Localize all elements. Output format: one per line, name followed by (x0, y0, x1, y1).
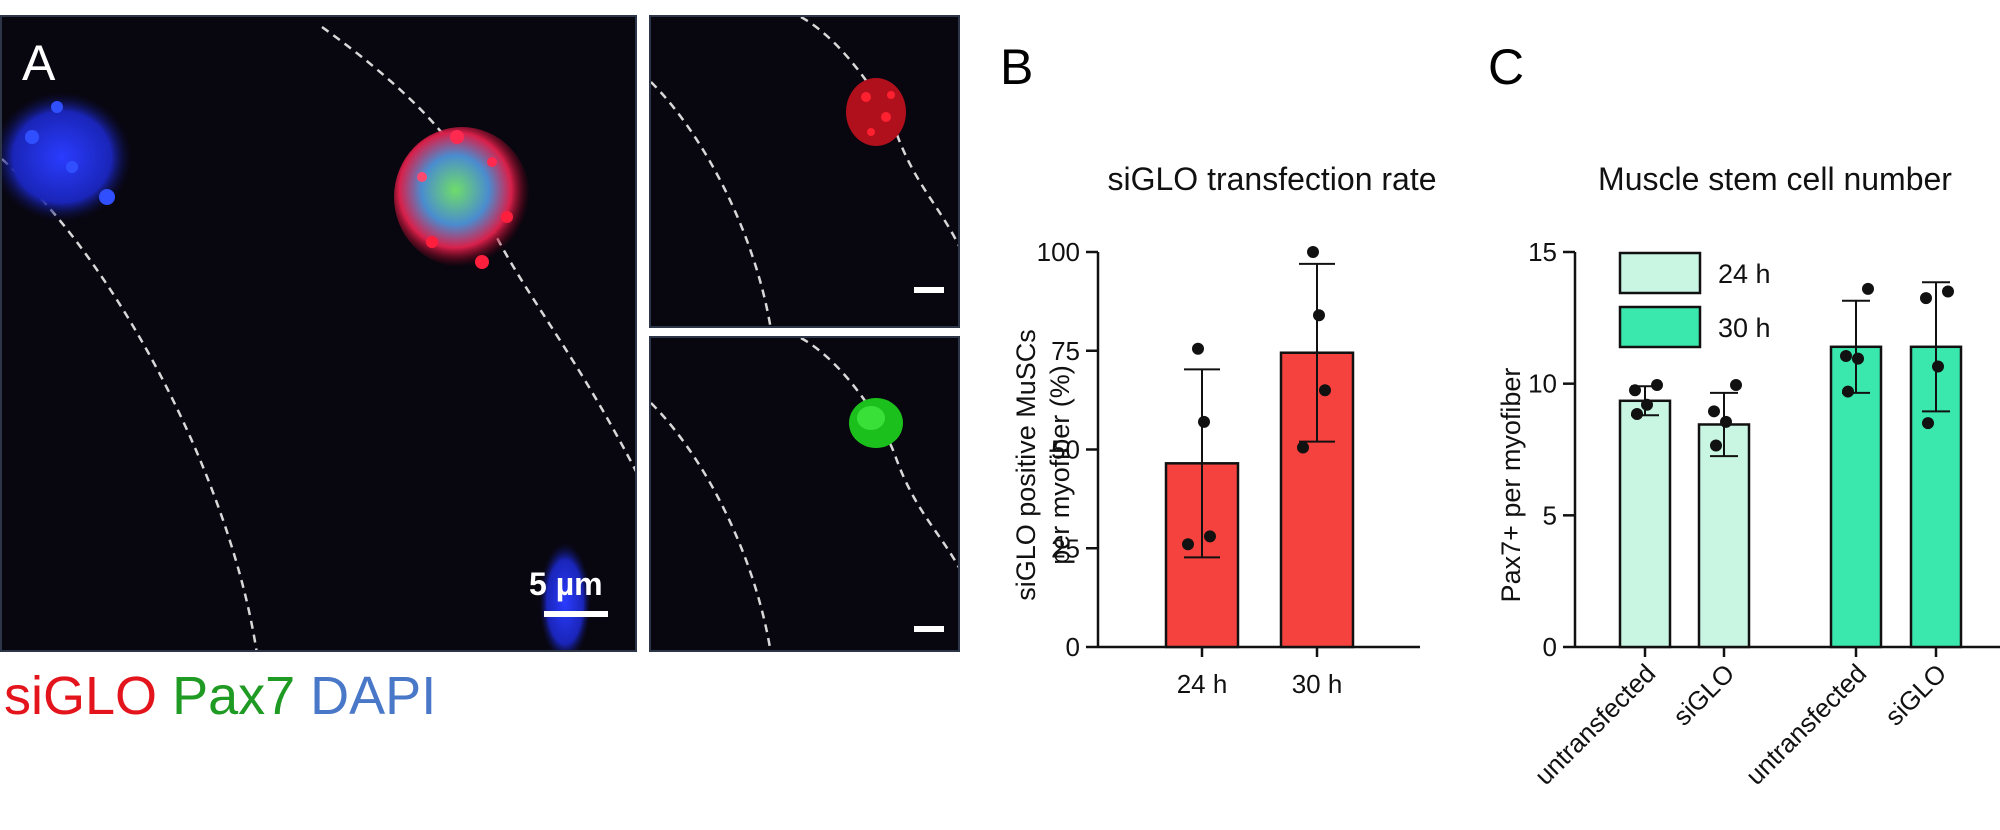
chart-transfection-rate: siGLO transfection rate siGLO positive M… (1011, 161, 1437, 699)
stain-sigo: siGLO (4, 666, 158, 726)
x-tick-label: siGLO (1879, 658, 1952, 731)
data-point (1182, 538, 1194, 551)
data-point (1204, 530, 1216, 543)
bar (1697, 423, 1751, 649)
data-point (1922, 417, 1934, 430)
data-point (1297, 441, 1309, 454)
chart-stem-cell-number: Muscle stem cell number Pax7+ per myofib… (1496, 161, 2000, 791)
legend-label: 30 h (1718, 313, 1771, 343)
micrograph-merged (0, 15, 637, 652)
legend-swatch (1618, 305, 1702, 349)
x-tick-label: 24 h (1177, 669, 1228, 699)
y-tick-label: 10 (1528, 369, 1557, 399)
data-point (1920, 292, 1932, 305)
legend-swatch (1618, 251, 1702, 295)
data-point (1313, 309, 1325, 322)
chart-b-title: siGLO transfection rate (1107, 161, 1436, 197)
x-tick-label: 30 h (1292, 669, 1343, 699)
chart-c-ylabel: Pax7+ per myofiber (1496, 368, 1526, 603)
stain-legend: siGLO Pax7 DAPI (4, 665, 436, 727)
micrograph-merged-image (2, 25, 635, 650)
data-point (1629, 384, 1641, 397)
y-tick-label: 50 (1051, 435, 1080, 465)
micrograph-pax7-channel (649, 336, 960, 652)
x-tick-label: untransfected (1529, 658, 1662, 791)
panel-c-label: C (1488, 39, 1525, 95)
y-tick-label: 25 (1051, 533, 1080, 563)
data-point (1852, 352, 1864, 365)
bar (1618, 399, 1672, 649)
data-point (1198, 415, 1210, 428)
chart-b-ylabel-line2: per myofiber (%) (1045, 365, 1075, 565)
data-point (1710, 439, 1722, 452)
y-tick-label: 0 (1543, 632, 1557, 662)
data-point (1192, 342, 1204, 355)
chart-c-title: Muscle stem cell number (1598, 161, 1952, 197)
legend-label: 24 h (1718, 259, 1771, 289)
stain-dapi: DAPI (310, 666, 437, 726)
data-point (1842, 385, 1854, 398)
scale-bar-label: 5 µm (529, 566, 603, 602)
micrograph-pax7-image (651, 338, 958, 650)
y-tick-label: 15 (1528, 237, 1557, 267)
data-point (1730, 378, 1742, 391)
data-point (1840, 350, 1852, 363)
data-point (1708, 405, 1720, 418)
chart-b-ylabel: siGLO positive MuSCs per myofiber (%) (1011, 329, 1075, 601)
data-point (1720, 415, 1732, 428)
data-point (1942, 285, 1954, 298)
stain-pax7: Pax7 (172, 666, 296, 726)
micrograph-sigo-image (651, 17, 958, 326)
chart-b-ylabel-line1: siGLO positive MuSCs (1011, 329, 1041, 601)
data-point (1631, 407, 1643, 420)
micrograph-sigo-channel (649, 15, 960, 328)
x-tick-label: siGLO (1667, 658, 1740, 731)
data-point (1932, 360, 1944, 373)
panel-a-label: A (22, 35, 56, 91)
x-tick-label: untransfected (1740, 658, 1873, 791)
data-point (1307, 246, 1319, 258)
bar (1829, 345, 1883, 649)
data-point (1641, 398, 1653, 411)
data-point (1862, 282, 1874, 295)
data-point (1651, 378, 1663, 391)
data-point (1319, 384, 1331, 397)
y-tick-label: 75 (1051, 336, 1080, 366)
y-tick-label: 5 (1543, 500, 1557, 530)
y-tick-label: 100 (1037, 237, 1080, 267)
panel-b-label: B (1000, 39, 1034, 95)
y-tick-label: 0 (1066, 632, 1080, 662)
